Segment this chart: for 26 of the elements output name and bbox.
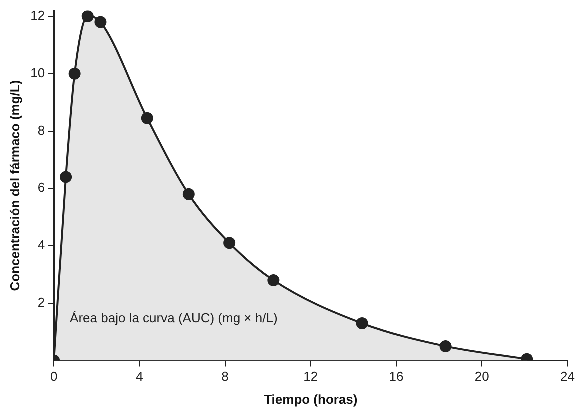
y-tick-label: 6 (38, 180, 46, 196)
point (68, 68, 81, 80)
y-tick-label: 2 (38, 295, 46, 310)
x-tick-label: 20 (474, 369, 490, 384)
point (94, 16, 107, 28)
y-axis-title: Concentración del fármaco (mg/L) (7, 80, 22, 292)
point (356, 318, 368, 330)
point (60, 171, 72, 184)
x-tick-label: 24 (560, 369, 576, 384)
y-tick-label: 4 (38, 238, 46, 253)
point (440, 340, 452, 352)
point (141, 112, 154, 124)
x-tick-label: 8 (222, 369, 229, 384)
y-tick-label: 12 (30, 8, 46, 24)
x-tick-label: 12 (304, 369, 318, 384)
point (224, 237, 236, 250)
x-tick-label: 0 (50, 369, 58, 384)
point (268, 274, 280, 286)
x-axis-title: Tiempo (horas) (264, 392, 358, 407)
y-tick-label: 10 (30, 65, 46, 80)
point (182, 188, 195, 200)
annotation: Área bajo la curva (AUC) (mg × h/L) (70, 310, 278, 326)
x-tick-label: 4 (136, 369, 144, 384)
x-tick-label: 16 (389, 369, 404, 384)
point (82, 10, 94, 23)
y-tick-label: 8 (38, 122, 46, 138)
